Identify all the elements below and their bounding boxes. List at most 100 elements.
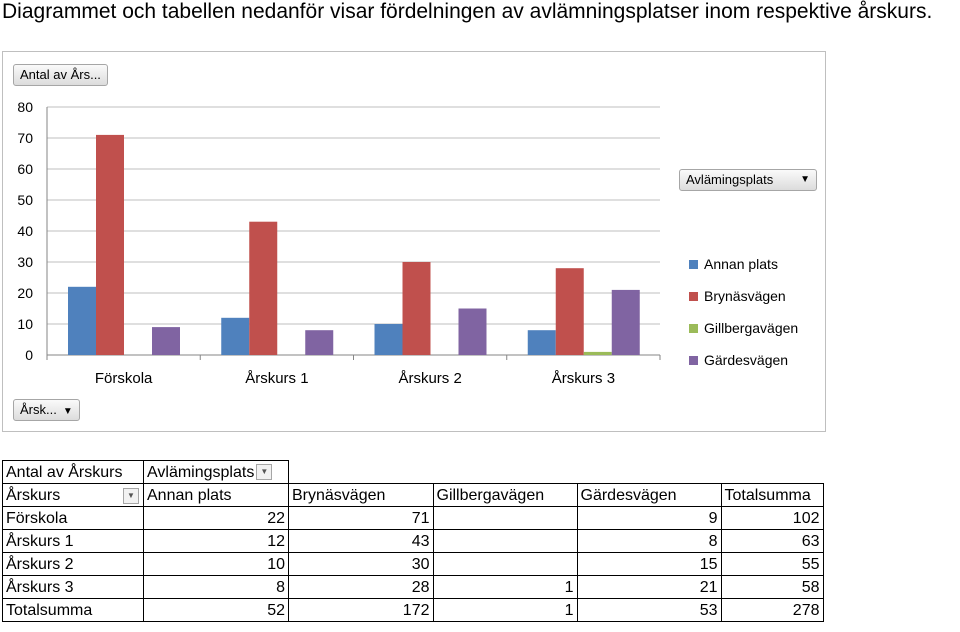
table-cell: 55 bbox=[720, 552, 824, 576]
bar bbox=[458, 308, 487, 355]
table-row: Antal av Årskurs Avlämingsplats ▼ bbox=[2, 460, 824, 484]
pivot-table: Antal av Årskurs Avlämingsplats ▼ Årskurs… bbox=[2, 460, 824, 622]
table-cell bbox=[432, 552, 578, 576]
page-heading: Diagrammet och tabellen nedanför visar f… bbox=[2, 0, 933, 23]
bar bbox=[374, 324, 403, 355]
table-cell: 15 bbox=[576, 552, 722, 576]
table-cell: 43 bbox=[288, 529, 434, 553]
legend-field-label: Avlämingsplats bbox=[686, 172, 774, 187]
x-tick-label: Årskurs 1 bbox=[245, 370, 308, 387]
table-cell: 71 bbox=[288, 506, 434, 530]
bar bbox=[96, 134, 124, 355]
x-tick-label: Förskola bbox=[95, 370, 153, 387]
filter-dropdown-icon[interactable]: ▼ bbox=[123, 488, 139, 504]
chevron-down-icon: ▼ bbox=[800, 174, 810, 185]
total-row: Totalsumma 52 172 1 53 278 bbox=[2, 598, 824, 622]
column-field-cell[interactable]: Avlämingsplats ▼ bbox=[143, 460, 289, 484]
bar bbox=[305, 330, 334, 355]
legend-item: Gillbergavägen bbox=[681, 312, 798, 344]
legend-swatch bbox=[689, 259, 698, 269]
table-cell: 1 bbox=[432, 575, 578, 599]
pivot-chart[interactable]: 0 10 20 30 40 50 60 70 80 Förskola Årskurs 1 Årskur… bbox=[2, 51, 826, 432]
row-field-cell[interactable]: Årskurs ▼ bbox=[2, 483, 144, 507]
bar bbox=[68, 286, 96, 355]
legend-swatch bbox=[689, 323, 698, 333]
table-cell: 58 bbox=[720, 575, 824, 599]
row-field-label: Årskurs bbox=[6, 486, 61, 504]
y-tick-label: 50 bbox=[17, 192, 33, 208]
legend-field-button[interactable]: Avlämingsplats ▼ bbox=[679, 169, 817, 191]
table-cell: 8 bbox=[143, 575, 289, 599]
bar bbox=[527, 330, 556, 355]
table-row: Årskurs 3 8 28 1 21 58 bbox=[2, 575, 824, 599]
axis-field-button[interactable]: Årsk... ▼ bbox=[13, 399, 80, 421]
table-row: Årskurs 2 10 30 15 55 bbox=[2, 552, 824, 576]
table-cell: 63 bbox=[720, 529, 824, 553]
legend-label: Gärdesvägen bbox=[704, 352, 789, 368]
values-field-label: Antal av Års... bbox=[20, 67, 101, 82]
y-tick-label: 40 bbox=[17, 223, 33, 239]
legend-swatch bbox=[689, 291, 698, 301]
table-cell: 10 bbox=[143, 552, 289, 576]
corner-cell: Antal av Årskurs bbox=[2, 460, 144, 484]
table-cell: 1 bbox=[432, 598, 578, 622]
x-tick-label: Årskurs 3 bbox=[552, 370, 615, 387]
bar bbox=[221, 317, 250, 355]
column-field-label: Avlämingsplats bbox=[147, 463, 255, 481]
table-cell: 12 bbox=[143, 529, 289, 553]
chart-canvas: 0 10 20 30 40 50 60 70 80 Förskola Årskurs 1 Årskur… bbox=[17, 99, 661, 387]
row-label: Förskola bbox=[2, 506, 144, 530]
y-tick-label: 70 bbox=[17, 130, 33, 146]
chart-legend: Annan plats Brynäsvägen Gillbergavägen Gärd… bbox=[681, 248, 798, 376]
table-cell: 172 bbox=[288, 598, 434, 622]
row-label: Årskurs 1 bbox=[2, 529, 144, 553]
table-row: Förskola 22 71 9 102 bbox=[2, 506, 824, 530]
y-tick-label: 80 bbox=[17, 99, 33, 115]
bar bbox=[611, 289, 640, 355]
table-cell: 53 bbox=[576, 598, 722, 622]
chevron-down-icon: ▼ bbox=[62, 406, 73, 417]
y-tick-label: 60 bbox=[17, 161, 33, 177]
table-cell: 22 bbox=[143, 506, 289, 530]
y-tick-label: 0 bbox=[25, 347, 33, 363]
filter-dropdown-icon[interactable]: ▼ bbox=[256, 464, 273, 481]
values-field-button[interactable]: Antal av Års... bbox=[13, 64, 108, 86]
legend-swatch bbox=[689, 355, 698, 365]
bar bbox=[555, 268, 584, 355]
row-label: Årskurs 3 bbox=[2, 575, 144, 599]
table-cell: 8 bbox=[576, 529, 722, 553]
legend-label: Brynäsvägen bbox=[704, 288, 786, 304]
column-header: Gillbergavägen bbox=[432, 483, 578, 507]
legend-label: Gillbergavägen bbox=[704, 320, 799, 336]
legend-item: Gärdesvägen bbox=[681, 344, 798, 376]
table-cell: 28 bbox=[288, 575, 434, 599]
x-tick-label: Årskurs 2 bbox=[398, 370, 461, 387]
axis-field-label: Årsk... bbox=[20, 402, 57, 417]
bar bbox=[583, 351, 612, 355]
row-label: Totalsumma bbox=[2, 598, 144, 622]
table-cell: 21 bbox=[576, 575, 722, 599]
header-row: Årskurs ▼ Annan plats Brynäsvägen Gillber… bbox=[2, 483, 824, 507]
y-tick-label: 30 bbox=[17, 254, 33, 270]
table-cell: 102 bbox=[720, 506, 824, 530]
table-cell: 30 bbox=[288, 552, 434, 576]
row-label: Årskurs 2 bbox=[2, 552, 144, 576]
y-tick-label: 10 bbox=[17, 316, 33, 332]
legend-item: Annan plats bbox=[681, 248, 798, 280]
y-tick-label: 20 bbox=[17, 285, 33, 301]
table-cell: 278 bbox=[720, 598, 824, 622]
bar bbox=[152, 327, 180, 355]
column-header: Annan plats bbox=[143, 483, 289, 507]
table-cell bbox=[432, 506, 578, 530]
table-cell: 52 bbox=[143, 598, 289, 622]
table-cell: 9 bbox=[576, 506, 722, 530]
column-header: Gärdesvägen bbox=[576, 483, 722, 507]
legend-item: Brynäsvägen bbox=[681, 280, 798, 312]
table-row: Årskurs 1 12 43 8 63 bbox=[2, 529, 824, 553]
column-header: Brynäsvägen bbox=[288, 483, 434, 507]
table-cell bbox=[432, 529, 578, 553]
legend-label: Annan plats bbox=[704, 256, 778, 272]
bar bbox=[402, 262, 431, 355]
bar bbox=[249, 221, 278, 355]
column-header: Totalsumma bbox=[720, 483, 824, 507]
